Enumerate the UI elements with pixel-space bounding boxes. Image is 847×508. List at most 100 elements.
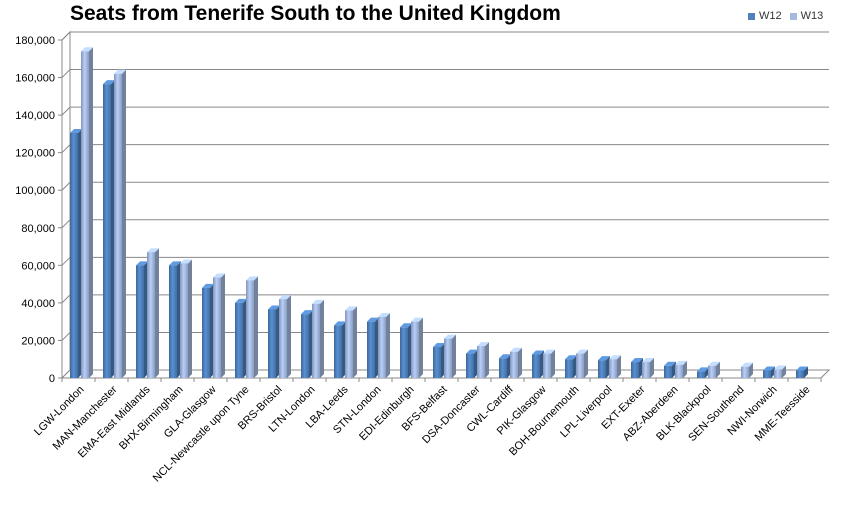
- bar-top: [70, 128, 82, 133]
- bar-w13: [81, 47, 93, 379]
- bar-top: [301, 310, 313, 315]
- legend-label: W12: [759, 10, 782, 22]
- bar-front: [444, 338, 452, 378]
- bar-w12: [796, 366, 808, 378]
- gridline: [61, 69, 829, 78]
- bar-side: [716, 361, 720, 378]
- bar-top: [675, 360, 687, 365]
- bar-side: [617, 355, 621, 378]
- bar-front: [774, 369, 782, 378]
- bar-side: [386, 312, 390, 378]
- y-tick-label: 40,000: [21, 298, 55, 310]
- bar-front: [741, 366, 749, 378]
- bar-front: [136, 265, 144, 378]
- bar-front: [268, 309, 276, 378]
- bar-w12: [532, 350, 544, 378]
- bar-top: [466, 349, 478, 354]
- bar-w13: [411, 317, 423, 378]
- bar-front: [70, 132, 78, 378]
- bar-w12: [169, 261, 181, 378]
- bar-w13: [576, 349, 588, 378]
- bar-front: [169, 265, 177, 378]
- bar-w12: [433, 343, 445, 378]
- y-tick-label: 160,000: [15, 73, 55, 85]
- bar-front: [631, 362, 639, 378]
- gridline: [61, 181, 829, 191]
- bar-front: [147, 252, 155, 378]
- legend-swatch: [748, 12, 755, 20]
- bar-side: [221, 273, 225, 378]
- bar-front: [378, 316, 386, 378]
- bar-side: [804, 366, 808, 378]
- bar-top: [631, 358, 643, 363]
- gridline: [61, 31, 829, 41]
- bar-top: [114, 69, 126, 74]
- bar-front: [334, 325, 342, 378]
- bar-front: [81, 51, 89, 379]
- bar-front: [499, 358, 507, 378]
- bar-w13: [609, 355, 621, 378]
- bar-side: [749, 362, 753, 378]
- bar-front: [708, 365, 716, 378]
- bar-w13: [213, 273, 225, 378]
- bar-w12: [565, 355, 577, 378]
- bar-w13: [114, 69, 126, 379]
- bar-top: [741, 362, 753, 367]
- bar-w13: [147, 248, 159, 378]
- bar-front: [345, 310, 353, 378]
- bar-top: [708, 361, 720, 366]
- y-axis: 0 20,000 40,000 60,000 80,000 100,000 120,000 1…: [15, 35, 63, 385]
- bar-side: [353, 306, 357, 378]
- bar-w12: [334, 321, 346, 378]
- legend-label: W13: [800, 10, 824, 22]
- bar-w12: [235, 298, 247, 378]
- bar-top: [268, 305, 280, 310]
- bar-top: [411, 317, 423, 322]
- bar-front: [796, 370, 804, 378]
- bar-side: [771, 366, 775, 378]
- x-tick-label: DSA-Doncaster: [420, 383, 483, 446]
- bar-top: [147, 248, 159, 253]
- bar-w13: [708, 361, 720, 378]
- bar-side: [89, 47, 93, 379]
- bar-front: [466, 353, 474, 378]
- bar-side: [518, 347, 522, 378]
- bar-front: [246, 280, 254, 378]
- bar-top: [510, 347, 522, 352]
- bar-top: [774, 365, 786, 370]
- bar-front: [202, 287, 210, 378]
- bar-top: [180, 259, 192, 264]
- bar-w13: [246, 276, 258, 378]
- bar-w12: [70, 128, 82, 378]
- bar-top: [697, 367, 709, 372]
- bar-side: [452, 334, 456, 378]
- bar-side: [287, 295, 291, 378]
- bar-top: [609, 355, 621, 360]
- bar-front: [213, 277, 221, 378]
- bar-top: [565, 355, 577, 360]
- side-wall: [61, 30, 71, 380]
- bar-front: [697, 371, 705, 378]
- bar-side: [122, 69, 126, 379]
- y-tick-label: 120,000: [15, 148, 55, 160]
- bar-top: [103, 80, 115, 85]
- bar-w12: [367, 317, 379, 378]
- bar-front: [103, 84, 111, 378]
- bar-w13: [675, 360, 687, 378]
- bar-top: [345, 306, 357, 311]
- bar-top: [796, 366, 808, 371]
- legend: W12 W13: [748, 10, 831, 22]
- bar-side: [782, 365, 786, 378]
- y-tick-label: 140,000: [15, 110, 55, 122]
- bar-w12: [202, 283, 214, 378]
- bar-front: [477, 346, 485, 378]
- bar-w12: [631, 358, 643, 378]
- bar-side: [320, 299, 324, 378]
- bar-top: [235, 298, 247, 303]
- bar-front: [367, 321, 375, 378]
- bar-side: [551, 349, 555, 378]
- bar-w13: [774, 365, 786, 378]
